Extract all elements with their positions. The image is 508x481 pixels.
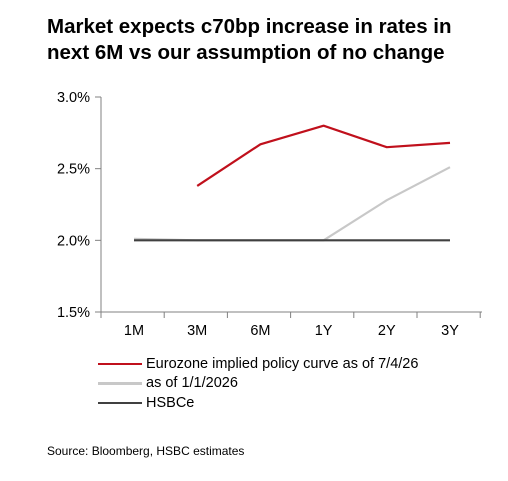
chart-title-line-2: next 6M vs our assumption of no change [47, 41, 445, 64]
x-tick-label: 3M [187, 323, 207, 339]
y-tick-label: 1.5% [57, 305, 90, 321]
series-line-0 [196, 124, 451, 187]
x-axis: 1M 3M 6M 1Y 2Y 3Y [100, 311, 482, 339]
legend-item-jan-2026: as of 1/1/2026 [98, 374, 418, 394]
x-tick-label: 6M [250, 323, 270, 339]
legend-label-jan-2026: as of 1/1/2026 [146, 375, 238, 392]
x-tick-label: 3Y [441, 323, 459, 339]
legend-item-hsbce: HSBCe [98, 393, 418, 413]
chart-title-line-1: Market expects c70bp increase in rates i… [47, 15, 452, 38]
series-lines [133, 124, 451, 242]
legend-label-hsbce: HSBCe [146, 394, 195, 411]
chart-title: Market expects c70bp increase in rates i… [47, 14, 502, 66]
y-tick-label: 2.0% [57, 233, 90, 249]
x-tick-label: 1M [124, 323, 144, 339]
y-axis: 3.0% 2.5% 2.0% 1.5% [57, 90, 102, 321]
chart-legend: Eurozone implied policy curve as of 7/4/… [98, 354, 418, 413]
legend-swatch-hsbce [98, 401, 142, 404]
legend-swatch-jan-2026 [98, 382, 142, 385]
series-line-1 [133, 166, 451, 242]
legend-item-eurozone: Eurozone implied policy curve as of 7/4/… [98, 354, 418, 374]
source-note: Source: Bloomberg, HSBC estimates [47, 444, 245, 458]
x-tick-label: 1Y [315, 323, 333, 339]
legend-label-eurozone: Eurozone implied policy curve as of 7/4/… [146, 355, 419, 372]
legend-swatch-eurozone [98, 362, 142, 365]
y-tick-label: 2.5% [57, 162, 90, 178]
y-tick-label: 3.0% [57, 90, 90, 106]
x-tick-label: 2Y [378, 323, 396, 339]
